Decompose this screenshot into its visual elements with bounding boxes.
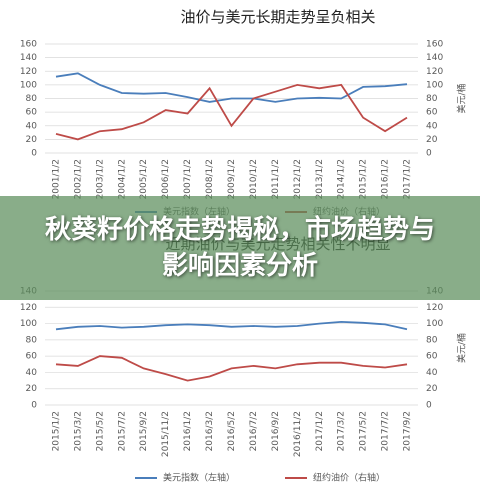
series-line — [55, 72, 408, 103]
x-tick-label: 2012/1/2 — [293, 159, 303, 199]
legend-label: 纽约油价（右轴） — [313, 472, 385, 484]
y2-tick-label: 0 — [426, 401, 432, 411]
banner: 秋葵籽价格走势揭秘，市场趋势与影响因素分析 — [0, 196, 480, 300]
y-tick-label: 100 — [20, 319, 37, 329]
y-tick-label: 0 — [31, 401, 37, 411]
y-tick-label: 20 — [26, 135, 38, 145]
y2-axis-label: 美元/桶 — [456, 333, 468, 363]
y2-tick-label: 120 — [426, 67, 443, 77]
x-tick-label: 2016/3/2 — [205, 411, 215, 451]
y2-tick-label: 80 — [426, 335, 438, 345]
series-line — [55, 355, 408, 382]
y2-tick-label: 20 — [426, 384, 438, 394]
y-tick-label: 140 — [20, 53, 37, 63]
y2-tick-label: 140 — [426, 53, 443, 63]
x-tick-label: 2005/1/2 — [139, 159, 149, 199]
x-tick-label: 2003/1/2 — [95, 159, 105, 199]
chart-title: 油价与美元长期走势呈负相关 — [180, 8, 375, 26]
y-tick-label: 20 — [26, 384, 38, 394]
y2-tick-label: 120 — [426, 303, 443, 313]
y-tick-label: 120 — [20, 303, 37, 313]
y2-tick-label: 80 — [426, 94, 438, 104]
x-tick-label: 2015/1/2 — [359, 159, 369, 199]
x-tick-label: 2017/1/2 — [403, 159, 413, 199]
x-tick-label: 2016/11/2 — [293, 411, 303, 457]
x-tick-label: 2002/1/2 — [73, 159, 83, 199]
y-tick-label: 40 — [26, 368, 38, 378]
y-tick-label: 40 — [26, 121, 38, 131]
x-tick-label: 2017/7/2 — [381, 411, 391, 451]
x-tick-label: 2006/1/2 — [161, 159, 171, 199]
x-tick-label: 2013/1/2 — [315, 159, 325, 199]
y2-tick-label: 20 — [426, 135, 438, 145]
x-tick-label: 2016/9/2 — [271, 411, 281, 451]
x-tick-label: 2016/1/2 — [183, 411, 193, 451]
y-tick-label: 120 — [20, 67, 37, 77]
y2-tick-label: 40 — [426, 121, 438, 131]
x-tick-label: 2011/1/2 — [271, 159, 281, 199]
legend-label: 美元指数（左轴） — [163, 472, 235, 484]
y2-tick-label: 0 — [426, 149, 432, 159]
x-tick-label: 2015/1/2 — [51, 411, 61, 451]
x-tick-label: 2010/1/2 — [249, 159, 259, 199]
y2-tick-label: 100 — [426, 80, 443, 90]
y-tick-label: 60 — [26, 352, 38, 362]
x-tick-label: 2016/7/2 — [249, 411, 259, 451]
y2-tick-label: 60 — [426, 108, 438, 118]
x-tick-label: 2015/11/2 — [161, 411, 171, 457]
y-tick-label: 60 — [26, 108, 38, 118]
y2-tick-label: 60 — [426, 352, 438, 362]
x-tick-label: 2017/1/2 — [315, 411, 325, 451]
x-tick-label: 2017/9/2 — [403, 411, 413, 451]
x-tick-label: 2009/1/2 — [227, 159, 237, 199]
x-tick-label: 2007/1/2 — [183, 159, 193, 199]
x-tick-label: 2016/5/2 — [227, 411, 237, 451]
series-line — [55, 320, 408, 331]
y2-tick-label: 160 — [426, 40, 443, 50]
x-tick-label: 2001/1/2 — [51, 159, 61, 199]
x-tick-label: 2015/9/2 — [139, 411, 149, 451]
x-tick-label: 2016/1/2 — [381, 159, 391, 199]
x-tick-label: 2017/5/2 — [359, 411, 369, 451]
x-tick-label: 2008/1/2 — [205, 159, 215, 199]
y2-tick-label: 100 — [426, 319, 443, 329]
x-tick-label: 2015/3/2 — [73, 411, 83, 451]
x-tick-label: 2014/1/2 — [337, 159, 347, 199]
y-tick-label: 0 — [31, 149, 37, 159]
y-tick-label: 80 — [26, 335, 38, 345]
y-tick-label: 100 — [20, 80, 37, 90]
x-tick-label: 2017/3/2 — [337, 411, 347, 451]
x-tick-label: 2015/7/2 — [117, 411, 127, 451]
series-line — [55, 83, 408, 141]
y-tick-label: 160 — [20, 40, 37, 50]
y-tick-label: 80 — [26, 94, 38, 104]
x-tick-label: 2015/5/2 — [95, 411, 105, 451]
x-tick-label: 2004/1/2 — [117, 159, 127, 199]
banner-title: 秋葵籽价格走势揭秘，市场趋势与影响因素分析 — [44, 215, 435, 281]
y2-tick-label: 40 — [426, 368, 438, 378]
y2-axis-label: 美元/桶 — [456, 83, 468, 113]
